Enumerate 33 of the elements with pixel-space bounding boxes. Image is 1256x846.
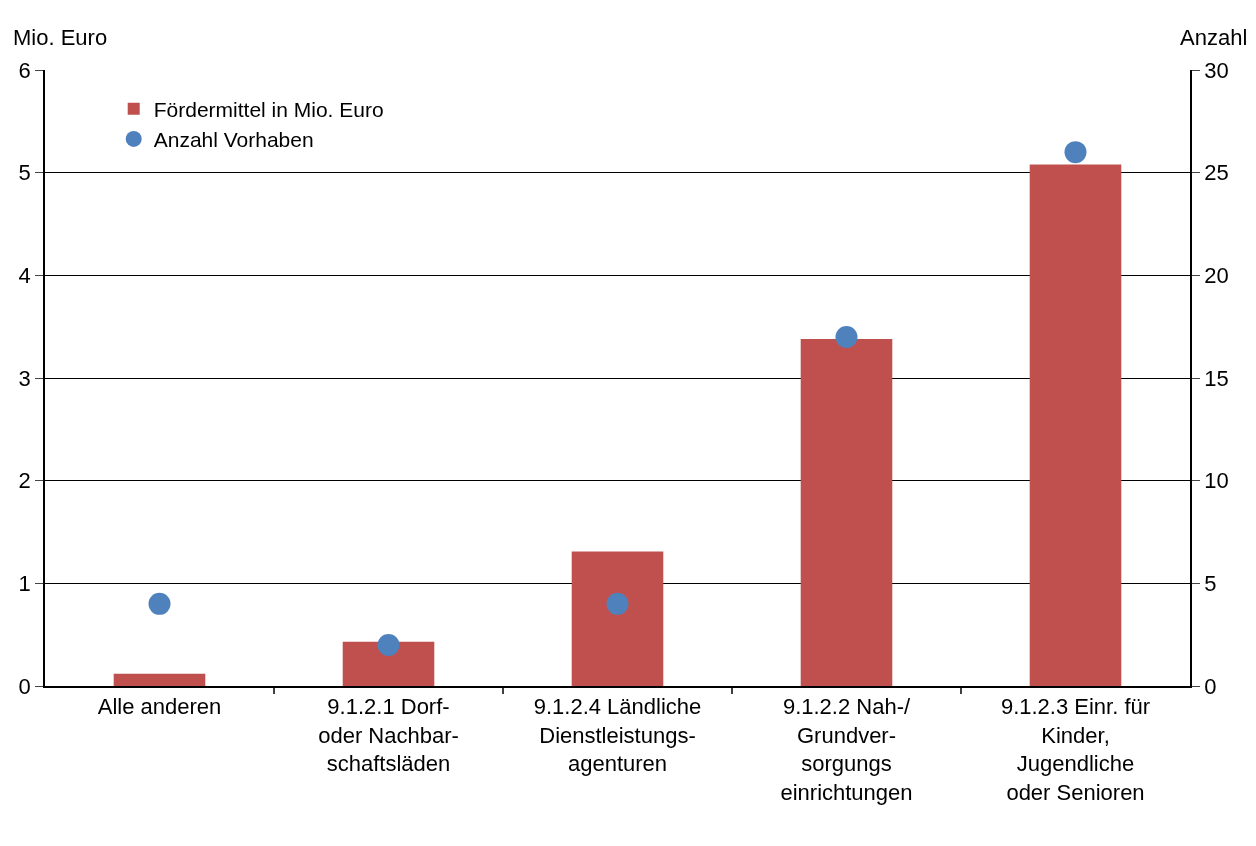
y2-tick-label: 10 (1204, 468, 1229, 494)
y2-axis-title: Anzahl (1180, 25, 1248, 50)
x-tick-label: Alle anderen (97, 694, 222, 720)
y-tick-label: 2 (18, 468, 31, 494)
x-tick-label: 9.1.2.3 Einr. für Kinder, Jugendliche oder Senioren (1000, 694, 1151, 805)
x-tick-label: 9.1.2.2 Nah-/ Grundver- sorgungs einrichtungen (780, 694, 913, 805)
y2-tick-label: 5 (1204, 571, 1217, 597)
point (148, 592, 171, 615)
x-tick-label: 9.1.2.4 Ländliche Dienstleistungs- agenturen (533, 694, 702, 777)
bar (342, 641, 435, 686)
bar (800, 338, 893, 686)
bar (1029, 164, 1122, 686)
y-tick-label: 1 (18, 571, 31, 597)
x-tick-label: 9.1.2.1 Dorf- oder Nachbar- schaftsläden (318, 694, 459, 777)
point (835, 325, 858, 348)
legend-label: Fördermittel in Mio. Euro (153, 97, 384, 121)
y2-tick-label: 25 (1204, 160, 1229, 186)
y2-tick-label: 15 (1204, 365, 1229, 391)
point (377, 633, 400, 656)
y2-tick-label: 30 (1204, 57, 1229, 83)
y2-tick-label: 20 (1204, 263, 1229, 289)
y-tick-label: 4 (18, 263, 31, 289)
bar (571, 551, 664, 686)
legend-label: Anzahl Vorhaben (153, 128, 314, 152)
y-tick-label: 3 (18, 365, 31, 391)
y-tick-label: 0 (18, 673, 31, 699)
y-tick-label: 6 (18, 57, 31, 83)
point (606, 592, 629, 615)
point (1064, 141, 1087, 164)
y-axis-title: Mio. Euro (13, 25, 108, 50)
y-tick-label: 5 (18, 160, 31, 186)
bar (113, 673, 206, 686)
y2-tick-label: 0 (1204, 673, 1217, 699)
